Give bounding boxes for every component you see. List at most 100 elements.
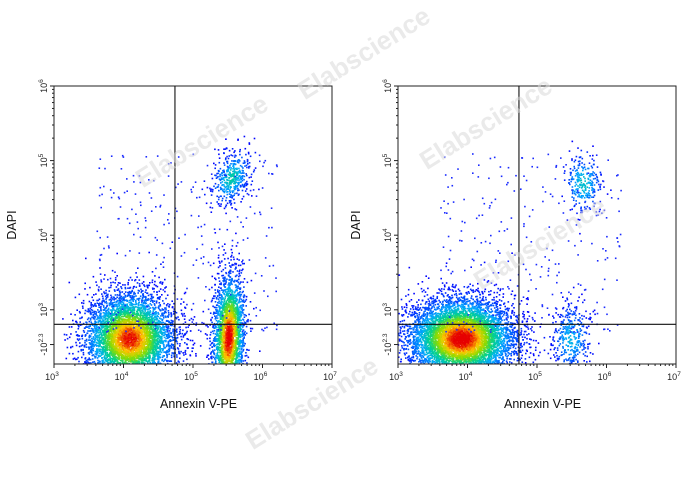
event-dot xyxy=(113,309,116,311)
event-dot xyxy=(165,297,167,300)
event-dot xyxy=(104,327,106,330)
event-dot xyxy=(126,315,128,317)
event-dot xyxy=(99,321,102,323)
event-dot xyxy=(128,322,131,325)
event-dot xyxy=(134,336,137,339)
event-dot xyxy=(142,361,144,364)
event-dot xyxy=(124,306,126,309)
event-dot xyxy=(180,370,182,372)
event-dot xyxy=(139,331,142,334)
event-dot xyxy=(166,331,168,333)
event-dot xyxy=(139,295,142,297)
event-dot xyxy=(125,304,128,306)
event-dot xyxy=(142,377,144,379)
event-dot xyxy=(123,348,126,351)
event-dot xyxy=(112,350,114,353)
event-dot xyxy=(90,351,93,354)
event-dot xyxy=(102,351,105,354)
event-dot xyxy=(116,305,118,308)
event-dot xyxy=(165,311,167,314)
event-dot xyxy=(137,340,139,343)
event-dot xyxy=(125,316,128,319)
event-dot xyxy=(140,299,143,301)
event-dot xyxy=(120,309,123,312)
event-dot xyxy=(105,348,108,351)
event-dot xyxy=(110,342,113,344)
event-dot xyxy=(146,368,148,370)
event-dot xyxy=(118,304,120,306)
event-dot xyxy=(131,385,133,387)
event-dot xyxy=(149,315,151,318)
event-dot xyxy=(106,373,108,375)
event-dot xyxy=(117,288,120,290)
event-dot xyxy=(141,297,144,300)
event-dot xyxy=(132,296,134,298)
event-dot xyxy=(179,328,182,331)
event-dot xyxy=(134,361,136,364)
event-dot xyxy=(100,339,102,342)
event-dot xyxy=(82,307,84,309)
event-dot xyxy=(96,324,98,326)
event-dot xyxy=(65,357,68,360)
event-dot xyxy=(141,370,143,372)
event-dot xyxy=(126,341,128,343)
event-dot xyxy=(159,366,161,368)
event-dot xyxy=(145,312,148,315)
event-dot xyxy=(125,367,127,369)
event-dot xyxy=(130,366,132,368)
event-dot xyxy=(141,365,143,367)
event-dot xyxy=(182,315,184,317)
event-dot xyxy=(102,319,104,321)
event-dot xyxy=(143,370,145,372)
event-dot xyxy=(135,305,137,308)
event-dot xyxy=(151,313,154,316)
event-dot xyxy=(93,331,95,334)
event-dot xyxy=(180,338,183,341)
event-dot xyxy=(106,348,109,351)
event-dot xyxy=(92,299,95,302)
event-dot xyxy=(90,321,92,323)
event-dot xyxy=(192,344,195,346)
event-dot xyxy=(126,358,128,361)
event-dot xyxy=(167,312,170,314)
event-dot xyxy=(154,379,156,381)
event-dot xyxy=(143,284,145,286)
event-dot xyxy=(99,319,102,321)
event-dot xyxy=(145,380,147,382)
event-dot xyxy=(104,352,107,354)
event-dot xyxy=(182,334,185,337)
event-dot xyxy=(111,392,113,394)
event-dot xyxy=(190,317,193,320)
event-dot xyxy=(124,392,126,394)
event-dot xyxy=(138,345,141,347)
event-dot xyxy=(98,306,100,308)
event-dot xyxy=(163,340,166,342)
event-dot xyxy=(154,355,157,357)
event-dot xyxy=(142,313,145,315)
event-dot xyxy=(103,406,105,408)
event-dot xyxy=(93,385,95,387)
event-dot xyxy=(151,359,153,362)
event-dot xyxy=(130,304,133,307)
event-dot xyxy=(97,356,100,358)
event-dot xyxy=(184,353,187,355)
event-dot xyxy=(118,341,121,344)
event-dot xyxy=(108,376,110,378)
event-dot xyxy=(176,328,178,331)
event-dot xyxy=(157,327,159,329)
event-dot xyxy=(92,361,94,363)
event-dot xyxy=(100,313,102,315)
event-dot xyxy=(124,326,126,329)
event-dot xyxy=(163,371,165,373)
event-dot xyxy=(151,372,153,374)
event-dot xyxy=(141,365,143,367)
event-dot xyxy=(154,365,156,367)
event-dot xyxy=(138,336,141,338)
event-dot xyxy=(149,293,152,296)
event-dot xyxy=(162,328,165,331)
event-dot xyxy=(98,334,101,336)
event-dot xyxy=(126,356,129,358)
event-dot xyxy=(170,332,173,335)
event-dot xyxy=(128,312,131,314)
event-dot xyxy=(133,377,135,379)
